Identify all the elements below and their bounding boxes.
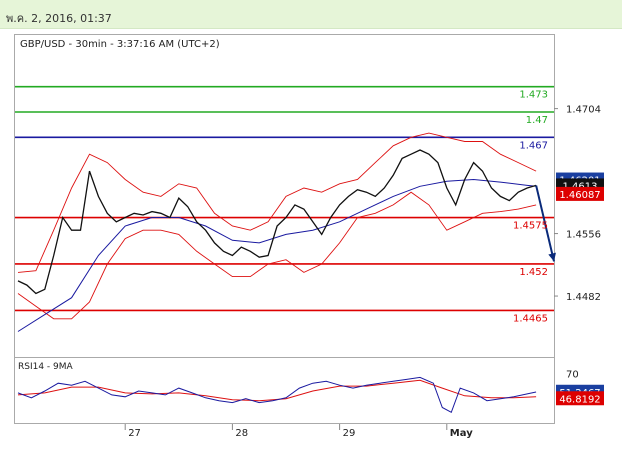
timestamp: พ.ค. 2, 2016, 01:37 [6, 12, 112, 25]
y-tick-label: 1.4556 [566, 230, 601, 241]
rsi-tick-label: 70 [566, 370, 579, 381]
level-label: 1.467 [519, 140, 548, 151]
forecast-arrow-head [548, 252, 556, 262]
header-bar: พ.ค. 2, 2016, 01:37 [0, 0, 622, 29]
level-label: 1.4575 [513, 221, 548, 232]
chart-title: GBP/USD - 30min - 3:37:16 AM (UTC+2) [20, 39, 220, 50]
level-label: 1.452 [519, 267, 548, 278]
bollinger-upper [17, 132, 537, 273]
price-badge-label: 1.46087 [559, 190, 600, 201]
level-label: 1.47 [526, 115, 548, 126]
price-line [17, 149, 537, 295]
x-tick-label: May [450, 428, 473, 439]
rsi-ma-line [17, 379, 537, 402]
bollinger-lower [17, 191, 537, 320]
x-tick-label: 27 [128, 428, 141, 439]
price-panel-frame [14, 34, 555, 358]
level-label: 1.4465 [513, 313, 548, 324]
rsi-badge [556, 391, 604, 406]
price-badge [556, 186, 604, 201]
x-tick-label: 28 [235, 428, 248, 439]
forecast-arrow-shaft [535, 185, 555, 262]
rsi-panel-frame [14, 357, 555, 424]
rsi-label: RSI14 - 9MA [18, 362, 74, 372]
x-tick-label: 29 [343, 428, 356, 439]
y-tick-label: 1.4704 [566, 105, 601, 116]
y-tick-label: 1.4482 [566, 292, 601, 303]
rsi-line [17, 376, 537, 414]
level-label: 1.473 [519, 90, 548, 101]
rsi-badge-label: 46.8192 [559, 394, 600, 405]
